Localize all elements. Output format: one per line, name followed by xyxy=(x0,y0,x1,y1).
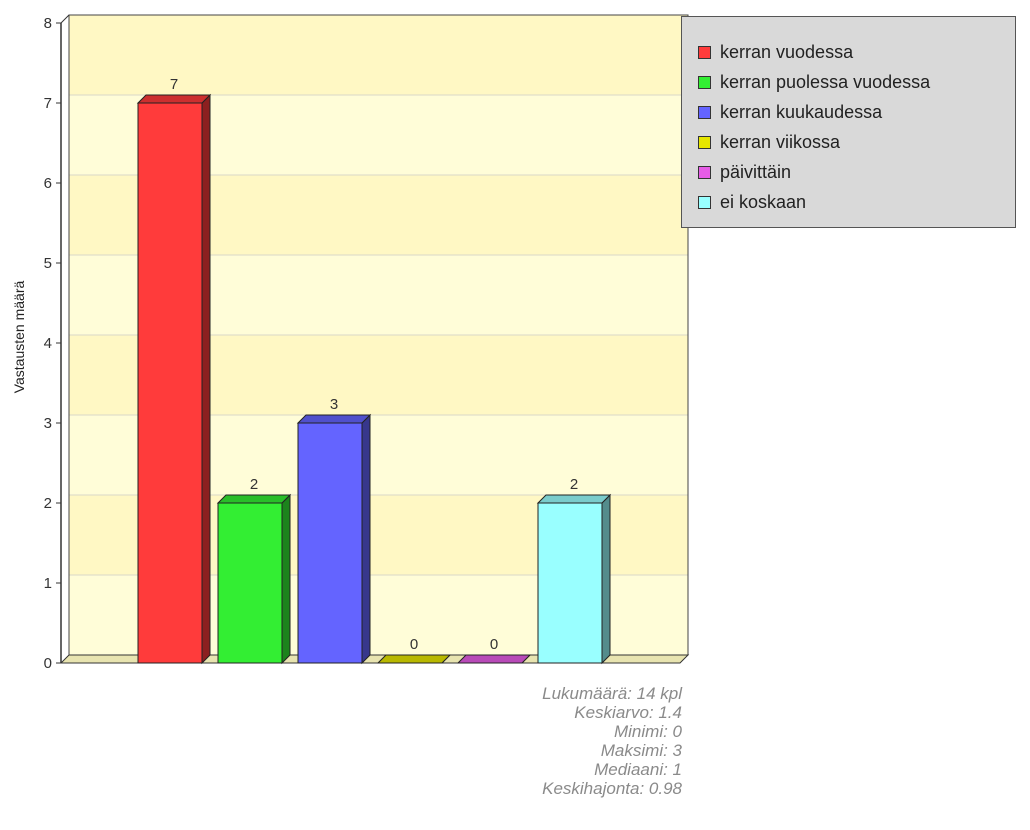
bar-top xyxy=(376,654,452,664)
bar-front xyxy=(297,422,363,664)
y-tick-labels: 0 1 2 3 4 5 6 7 8 xyxy=(44,15,61,672)
bar-top xyxy=(136,94,212,104)
bar-value-label: 7 xyxy=(170,76,178,93)
legend: kerran vuodessa kerran puolessa vuodessa k… xyxy=(681,16,1016,228)
bar-value-label: 2 xyxy=(250,476,258,493)
y-tick-label: 5 xyxy=(44,255,52,272)
y-axis-corner xyxy=(60,14,70,24)
bars xyxy=(136,93,612,665)
bar xyxy=(536,493,612,665)
legend-item: kerran kuukaudessa xyxy=(698,97,1015,127)
legend-item: kerran puolessa vuodessa xyxy=(698,67,1015,97)
legend-swatch xyxy=(698,195,711,209)
bar xyxy=(136,93,212,665)
legend-swatch xyxy=(698,105,711,119)
bar xyxy=(296,413,372,665)
legend-label: ei koskaan xyxy=(720,191,807,212)
bar-side xyxy=(201,93,211,665)
legend-item: päivittäin xyxy=(698,157,1015,187)
bar-side xyxy=(601,493,611,665)
stat-count: Lukumäärä: 14 kpl xyxy=(542,684,682,703)
bar-value-label: 0 xyxy=(410,636,418,653)
legend-swatch xyxy=(698,165,711,179)
bar-top xyxy=(216,494,292,504)
bar-top xyxy=(296,414,372,424)
legend-label: kerran viikossa xyxy=(720,131,841,152)
y-tick-label: 4 xyxy=(44,335,52,352)
legend-label: päivittäin xyxy=(720,161,792,182)
stat-stddev: Keskihajonta: 0.98 xyxy=(542,779,682,798)
plot-band xyxy=(69,15,688,95)
legend-swatch xyxy=(698,75,711,89)
y-tick-label: 7 xyxy=(44,95,52,112)
bar-front xyxy=(217,502,283,664)
legend-item: ei koskaan xyxy=(698,187,1015,217)
legend-item: kerran vuodessa xyxy=(698,37,1015,67)
bar-top xyxy=(456,654,532,664)
legend-swatch xyxy=(698,135,711,149)
y-tick-label: 0 xyxy=(44,655,52,672)
y-tick-label: 2 xyxy=(44,495,52,512)
stat-max: Maksimi: 3 xyxy=(600,741,682,760)
y-tick-label: 1 xyxy=(44,575,52,592)
data-labels: 7 2 3 0 0 2 xyxy=(170,76,578,653)
y-tick-label: 6 xyxy=(44,175,52,192)
legend-label: kerran puolessa vuodessa xyxy=(720,71,931,92)
y-axis-label: Vastausten määrä xyxy=(11,281,27,394)
bar-front xyxy=(537,502,603,664)
bar-top xyxy=(536,494,612,504)
bar-value-label: 0 xyxy=(490,636,498,653)
bar xyxy=(216,493,292,665)
bar xyxy=(456,654,532,664)
bar-front xyxy=(137,102,203,664)
summary-statistics: Lukumäärä: 14 kpl Keskiarvo: 1.4 Minimi:… xyxy=(420,684,682,798)
legend-item: kerran viikossa xyxy=(698,127,1015,157)
legend-label: kerran vuodessa xyxy=(720,41,854,62)
bar-side xyxy=(361,413,371,665)
stat-mean: Keskiarvo: 1.4 xyxy=(574,703,682,722)
y-tick-label: 8 xyxy=(44,15,52,32)
legend-label: kerran kuukaudessa xyxy=(720,101,883,122)
bar xyxy=(376,654,452,664)
stat-median: Mediaani: 1 xyxy=(594,760,682,779)
stat-min: Minimi: 0 xyxy=(613,722,682,741)
legend-swatch xyxy=(698,45,711,59)
y-tick-label: 3 xyxy=(44,415,52,432)
bar-value-label: 2 xyxy=(570,476,578,493)
bar-side xyxy=(281,493,291,665)
bar-value-label: 3 xyxy=(330,396,338,413)
